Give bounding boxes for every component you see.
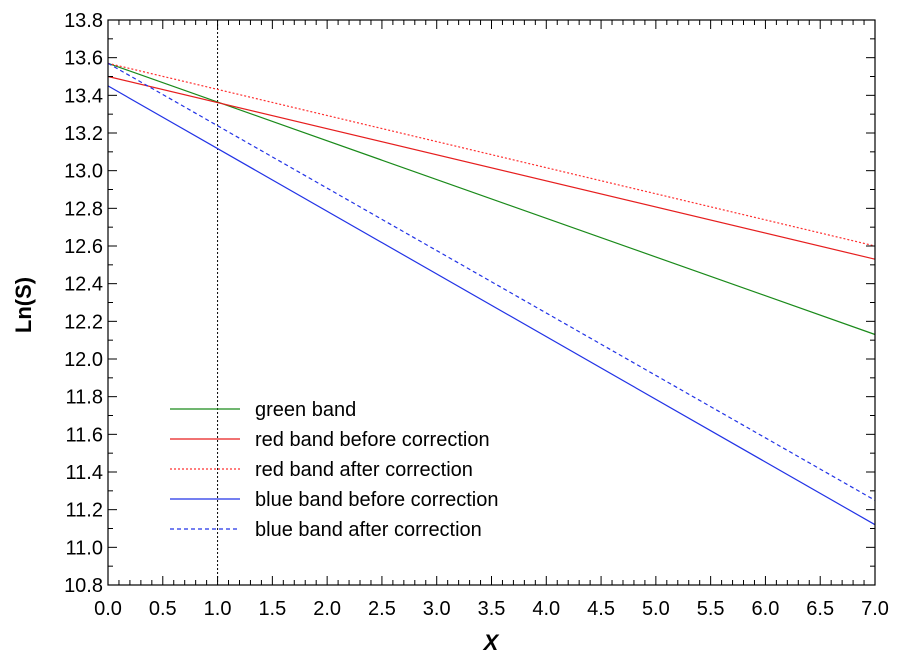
y-tick-label: 13.6 bbox=[64, 48, 103, 70]
x-tick-label: 0.5 bbox=[149, 598, 177, 620]
y-tick-label: 11.0 bbox=[66, 537, 103, 559]
x-tick-label: 7.0 bbox=[861, 598, 889, 620]
x-tick-label: 4.0 bbox=[532, 598, 560, 620]
y-tick-label: 11.2 bbox=[66, 500, 103, 522]
y-tick-label: 11.4 bbox=[66, 462, 103, 484]
x-tick-label: 2.5 bbox=[368, 598, 396, 620]
x-tick-label: 6.5 bbox=[806, 598, 834, 620]
y-tick-label: 13.0 bbox=[64, 161, 103, 183]
y-tick-label: 13.4 bbox=[64, 85, 103, 107]
x-tick-label: 3.0 bbox=[423, 598, 451, 620]
x-tick-label: 1.5 bbox=[258, 598, 286, 620]
y-tick-label: 11.8 bbox=[66, 387, 103, 409]
legend: green band red band before correction red … bbox=[170, 399, 499, 541]
tick-labels: 0.0 0.5 1.0 1.5 2.0 2.5 3.0 3.5 4.0 4.5 5.0 5.5 6.0 6… bbox=[64, 10, 889, 620]
x-tick-label: 4.5 bbox=[587, 598, 615, 620]
x-tick-label: 3.5 bbox=[478, 598, 506, 620]
x-tick-label: 6.0 bbox=[752, 598, 780, 620]
y-tick-label: 12.8 bbox=[64, 198, 103, 220]
y-tick-label: 11.6 bbox=[66, 424, 103, 446]
x-axis-title: X bbox=[482, 630, 500, 655]
x-tick-label: 0.0 bbox=[94, 598, 122, 620]
y-tick-label: 12.6 bbox=[64, 236, 103, 258]
y-tick-label: 13.8 bbox=[64, 10, 103, 32]
x-tick-label: 2.0 bbox=[313, 598, 341, 620]
x-tick-label: 5.0 bbox=[642, 598, 670, 620]
y-tick-label: 12.2 bbox=[64, 311, 103, 333]
y-tick-label: 12.0 bbox=[64, 349, 103, 371]
axis-ticks bbox=[107, 19, 876, 586]
y-tick-label: 12.4 bbox=[64, 274, 103, 296]
x-tick-label: 1.0 bbox=[204, 598, 232, 620]
x-tick-label: 5.5 bbox=[697, 598, 725, 620]
series-line-4 bbox=[107, 85, 876, 526]
legend-label-4: blue band before correction bbox=[255, 489, 499, 511]
legend-label-5: blue band after correction bbox=[255, 519, 482, 541]
legend-label-2: red band before correction bbox=[255, 429, 490, 451]
series-line-5 bbox=[107, 62, 876, 501]
legend-label-3: red band after correction bbox=[255, 459, 473, 481]
y-tick-label: 13.2 bbox=[64, 123, 103, 145]
series-line-3 bbox=[107, 62, 876, 247]
legend-label-1: green band bbox=[255, 399, 356, 421]
y-tick-label: 10.8 bbox=[64, 575, 103, 597]
y-axis-title: Ln(S) bbox=[11, 277, 36, 333]
series-line-2 bbox=[107, 75, 876, 260]
series-line-1 bbox=[107, 62, 876, 336]
